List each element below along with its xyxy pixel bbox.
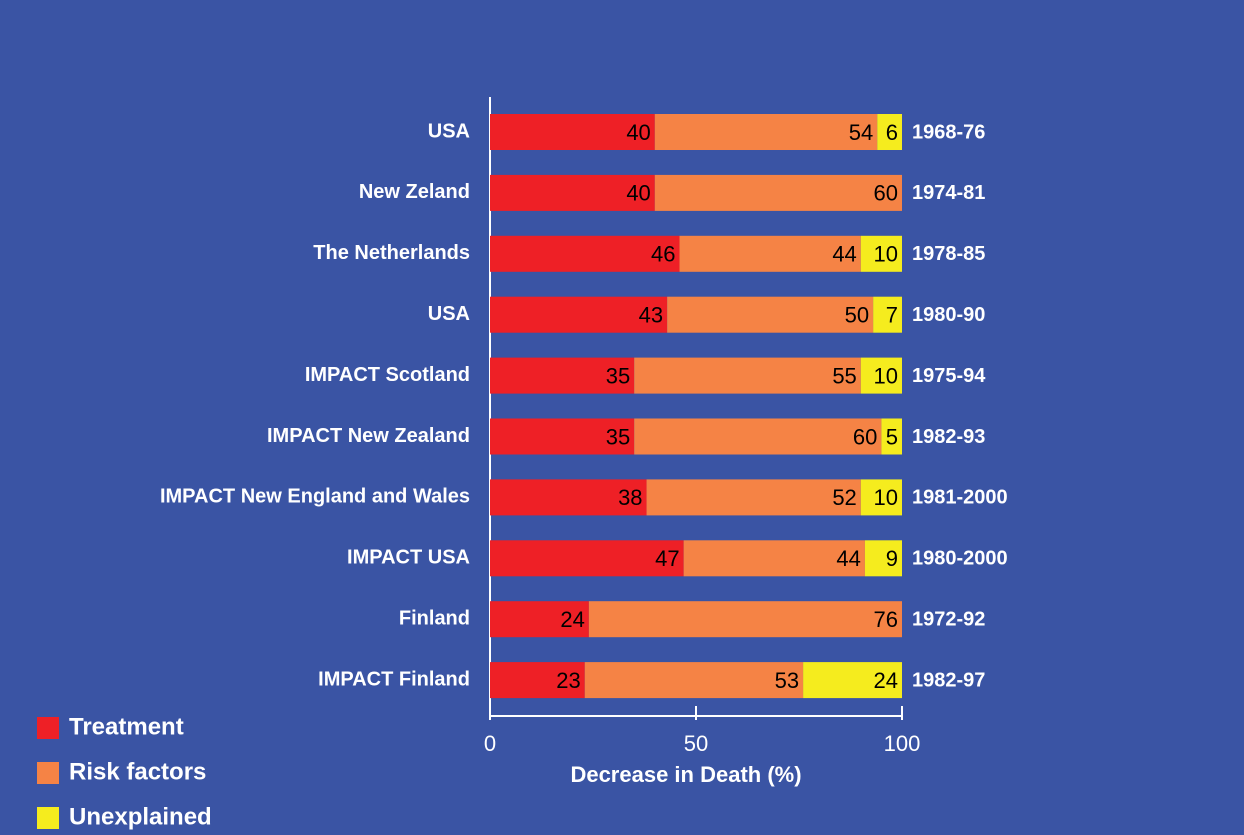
value-label: 35 xyxy=(606,424,630,449)
bar-segment xyxy=(860,479,902,516)
value-label: 23 xyxy=(556,668,580,693)
bar-segment xyxy=(646,479,861,516)
bar-segment xyxy=(588,601,902,638)
period-label: 1982-93 xyxy=(912,426,985,448)
bar-segment xyxy=(584,662,804,699)
category-label: IMPACT New England and Wales xyxy=(160,486,470,508)
period-label: 1982-97 xyxy=(912,669,985,691)
value-label: 5 xyxy=(886,424,898,449)
bar-segment xyxy=(490,601,589,638)
value-label: 55 xyxy=(832,363,856,388)
value-label: 44 xyxy=(836,546,860,571)
bar-segment xyxy=(490,235,680,272)
legend-label: Unexplained xyxy=(69,803,212,830)
period-label: 1974-81 xyxy=(912,182,985,204)
value-label: 10 xyxy=(874,363,898,388)
bar-segment xyxy=(667,296,874,333)
x-axis-label: Decrease in Death (%) xyxy=(570,762,801,787)
bar-segment xyxy=(490,296,668,333)
period-label: 1980-90 xyxy=(912,304,985,326)
value-label: 40 xyxy=(626,120,650,145)
bar-segment xyxy=(490,174,655,211)
value-label: 50 xyxy=(845,303,869,328)
bar-segment xyxy=(860,357,902,394)
value-label: 54 xyxy=(849,120,873,145)
value-label: 76 xyxy=(874,607,898,632)
value-label: 35 xyxy=(606,363,630,388)
bar-segment xyxy=(860,235,902,272)
value-label: 47 xyxy=(655,546,679,571)
bar-segment xyxy=(873,296,902,333)
value-label: 9 xyxy=(886,546,898,571)
period-label: 1972-92 xyxy=(912,608,985,630)
category-label: IMPACT Finland xyxy=(318,668,470,690)
bar-segment xyxy=(490,479,647,516)
category-label: IMPACT New Zealand xyxy=(267,425,470,447)
period-label: 1981-2000 xyxy=(912,487,1008,509)
value-label: 10 xyxy=(874,242,898,267)
legend-swatch xyxy=(37,762,59,784)
bar-segment xyxy=(490,418,635,455)
x-tick-label: 0 xyxy=(484,731,496,756)
category-label: New Zeland xyxy=(359,181,470,203)
bar-segment xyxy=(881,418,902,455)
category-label: The Netherlands xyxy=(313,242,470,264)
legend-label: Risk factors xyxy=(69,758,206,785)
bar-segment xyxy=(490,540,684,577)
bar-segment xyxy=(679,235,861,272)
value-label: 7 xyxy=(886,303,898,328)
bar-segment xyxy=(654,114,878,150)
x-tick-label: 100 xyxy=(884,731,921,756)
category-label: USA xyxy=(428,303,470,325)
bar-segment xyxy=(864,540,902,577)
bar-segment xyxy=(490,114,655,150)
period-label: 1975-94 xyxy=(912,365,986,387)
legend-swatch xyxy=(37,807,59,829)
category-label: Finland xyxy=(399,607,470,629)
value-label: 52 xyxy=(832,485,856,510)
value-label: 53 xyxy=(775,668,799,693)
value-label: 24 xyxy=(874,668,898,693)
bar-segment xyxy=(634,357,861,394)
bar-segment xyxy=(683,540,865,577)
bar-segment xyxy=(634,418,882,455)
legend-label: Treatment xyxy=(69,713,184,740)
value-label: 40 xyxy=(626,181,650,206)
period-label: 1978-85 xyxy=(912,243,985,265)
value-label: 60 xyxy=(853,424,877,449)
category-label: IMPACT USA xyxy=(347,547,470,569)
value-label: 38 xyxy=(618,485,642,510)
value-label: 60 xyxy=(874,181,898,206)
value-label: 44 xyxy=(832,242,856,267)
bar-segment xyxy=(654,174,902,211)
value-label: 46 xyxy=(651,242,675,267)
bar-segment xyxy=(490,357,635,394)
category-label: USA xyxy=(428,120,470,142)
x-tick-label: 50 xyxy=(684,731,708,756)
bar-segment xyxy=(803,662,902,699)
category-label: IMPACT Scotland xyxy=(305,364,470,386)
value-label: 24 xyxy=(560,607,584,632)
period-label: 1980-2000 xyxy=(912,548,1008,570)
bar-segment xyxy=(877,114,902,150)
value-label: 6 xyxy=(886,120,898,145)
period-label: 1968-76 xyxy=(912,121,985,143)
legend-swatch xyxy=(37,717,59,739)
value-label: 10 xyxy=(874,485,898,510)
value-label: 43 xyxy=(639,303,663,328)
bar-segment xyxy=(490,662,585,699)
